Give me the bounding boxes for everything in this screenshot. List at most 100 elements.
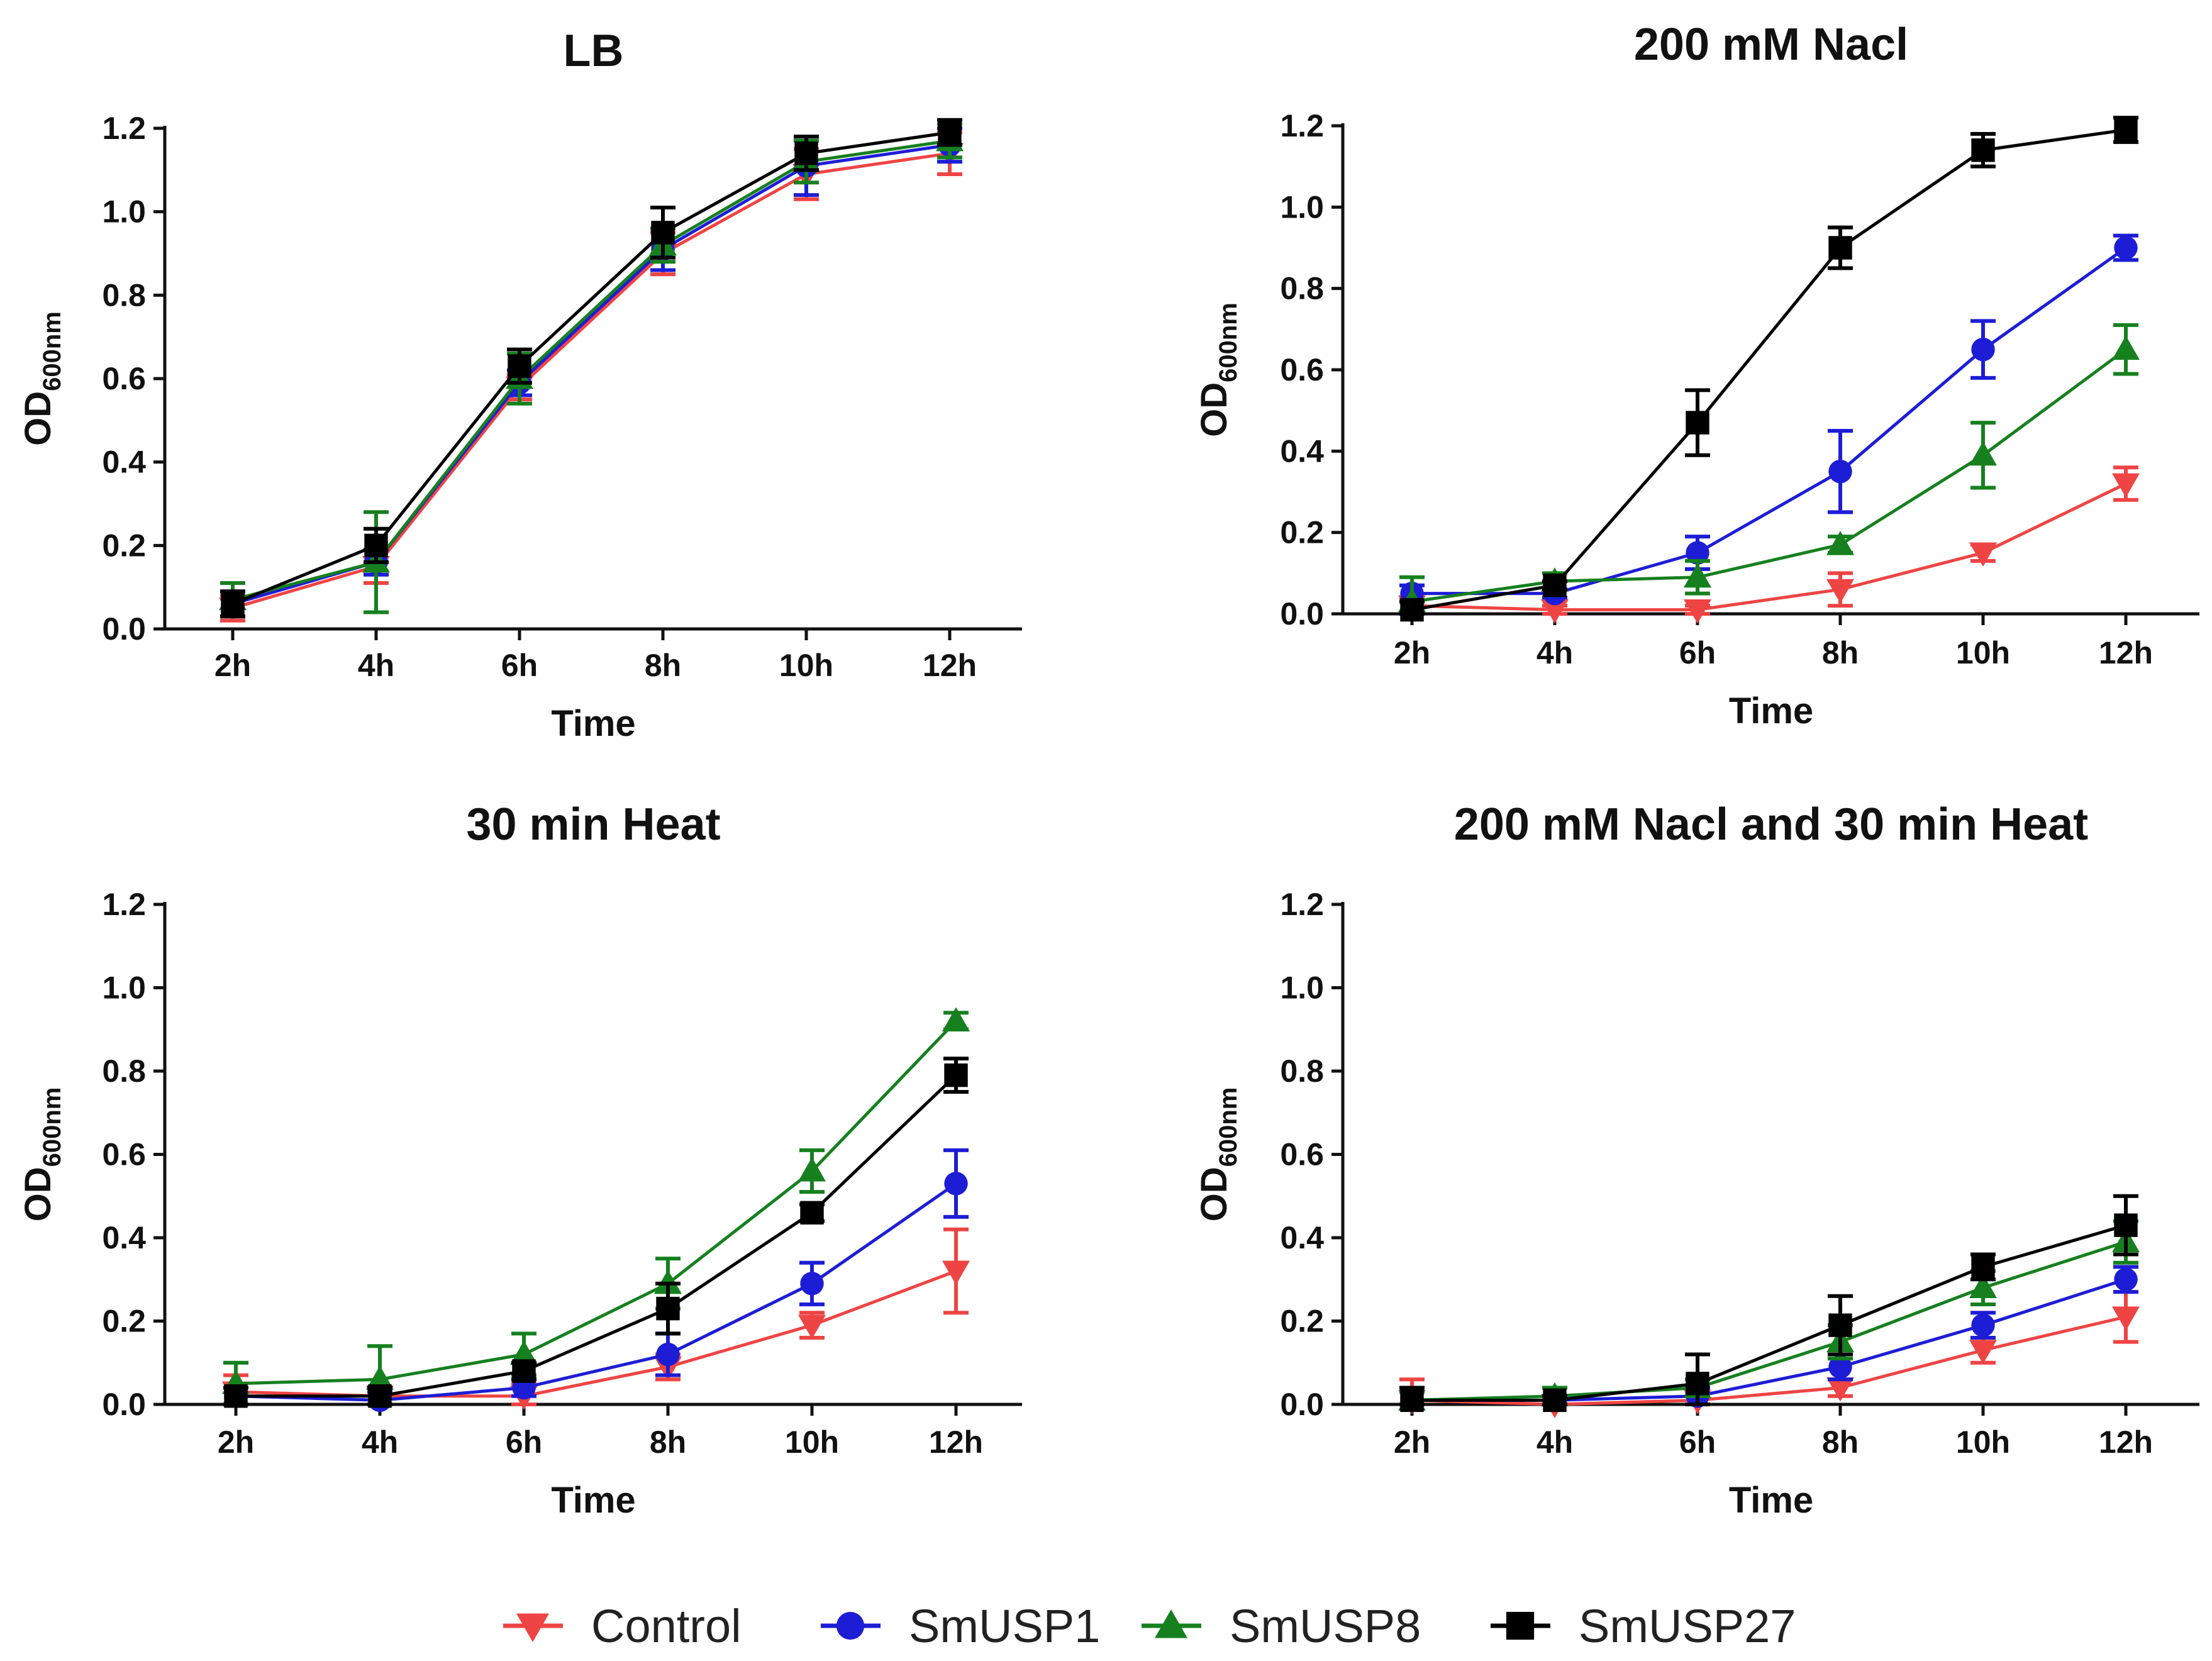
data-point bbox=[2114, 1213, 2138, 1237]
y-tick-label: 1.0 bbox=[1280, 970, 1324, 1006]
data-point bbox=[942, 1260, 970, 1285]
series-line-smusp27 bbox=[232, 131, 950, 606]
x-tick-label: 4h bbox=[362, 1425, 398, 1460]
y-tick-label: 0.6 bbox=[102, 1137, 146, 1172]
x-tick-label: 10h bbox=[1956, 1425, 2010, 1460]
data-point bbox=[2114, 1267, 2138, 1291]
series-line-smusp1 bbox=[1412, 246, 2127, 596]
y-tick-label: 1.2 bbox=[102, 887, 146, 922]
y-tick-label: 0.2 bbox=[102, 1304, 146, 1339]
y-tick-label: 1.0 bbox=[1280, 189, 1324, 225]
x-tick-label: 6h bbox=[506, 1425, 542, 1460]
series-smusp27 bbox=[223, 1057, 969, 1408]
data-point bbox=[1969, 1340, 1997, 1364]
data-point bbox=[1971, 337, 1995, 362]
y-tick-label: 1.0 bbox=[102, 970, 146, 1006]
data-point bbox=[1969, 542, 1997, 567]
series-smusp8 bbox=[219, 122, 964, 619]
data-point bbox=[1828, 459, 1852, 484]
legend-marker bbox=[1155, 1609, 1187, 1638]
data-point bbox=[800, 1201, 824, 1225]
y-axis-title: OD600nm bbox=[1194, 1087, 1242, 1222]
series-control bbox=[1398, 465, 2140, 624]
panel-lb: LB 0.0 0.2 0.4 0.6 0.8 1.0 1.2 2h 4h 6h 8h 10h 12h Tim… bbox=[18, 26, 1022, 744]
data-point bbox=[1686, 411, 1709, 435]
x-axis-title: Time bbox=[551, 703, 635, 744]
data-point bbox=[1969, 441, 1997, 466]
series-smusp8 bbox=[222, 1007, 970, 1406]
data-point bbox=[656, 1296, 680, 1321]
x-tick-label: 6h bbox=[1679, 635, 1716, 670]
x-tick-label: 10h bbox=[785, 1425, 839, 1460]
data-point bbox=[798, 1314, 826, 1340]
y-axis-title: OD600nm bbox=[1194, 303, 1242, 437]
x-tick-label: 4h bbox=[1537, 635, 1573, 670]
series-smusp27 bbox=[1399, 116, 2138, 622]
legend-marker bbox=[1506, 1611, 1535, 1640]
series-line-control bbox=[1411, 1315, 2126, 1406]
data-point bbox=[1400, 597, 1424, 622]
data-point bbox=[1971, 1313, 1995, 1337]
legend-item-smusp8: SmUSP8 bbox=[1142, 1600, 1421, 1652]
y-tick-label: 1.2 bbox=[1280, 108, 1324, 143]
data-point bbox=[1684, 599, 1711, 624]
series-smusp8 bbox=[1398, 323, 2140, 616]
y-tick-label: 0.2 bbox=[1280, 515, 1324, 550]
y-tick-label: 0.4 bbox=[1280, 1220, 1324, 1255]
x-tick-label: 2h bbox=[1394, 1425, 1430, 1460]
x-tick-label: 2h bbox=[214, 648, 251, 683]
y-tick-label: 0.4 bbox=[102, 1220, 146, 1255]
series-line-control bbox=[235, 1269, 957, 1398]
series-line-smusp1 bbox=[1412, 1277, 2126, 1402]
series-control bbox=[219, 130, 964, 623]
x-tick-label: 8h bbox=[650, 1425, 686, 1460]
series-smusp27 bbox=[1399, 1194, 2138, 1413]
legend: Control SmUSP1 SmUSP8 SmUSP27 bbox=[503, 1600, 1796, 1652]
x-tick-label: 6h bbox=[501, 648, 538, 683]
data-point bbox=[1686, 541, 1709, 565]
series-line-smusp8 bbox=[235, 1019, 957, 1386]
data-point bbox=[1828, 236, 1852, 260]
y-tick-label: 0.6 bbox=[1280, 1137, 1324, 1172]
x-tick-label: 2h bbox=[1394, 635, 1430, 670]
data-point bbox=[1684, 563, 1711, 588]
data-point bbox=[1400, 1388, 1424, 1413]
data-point bbox=[938, 120, 962, 145]
y-axis-title: OD600nm bbox=[18, 1087, 66, 1222]
data-point bbox=[798, 1157, 826, 1182]
data-point bbox=[2112, 335, 2140, 360]
y-tick-label: 0.4 bbox=[102, 445, 146, 480]
y-tick-label: 0.4 bbox=[1280, 433, 1324, 469]
legend-marker bbox=[836, 1611, 865, 1640]
data-point bbox=[1826, 1377, 1854, 1402]
x-tick-label: 8h bbox=[645, 648, 681, 683]
series-smusp1 bbox=[223, 1148, 969, 1413]
data-point bbox=[1969, 1274, 1997, 1298]
y-tick-label: 0.8 bbox=[102, 1053, 146, 1089]
data-point bbox=[512, 1359, 536, 1383]
data-point bbox=[1826, 531, 1854, 555]
x-tick-label: 12h bbox=[929, 1425, 983, 1460]
y-tick-label: 1.2 bbox=[102, 111, 146, 146]
data-point bbox=[1828, 1355, 1852, 1379]
series-line-control bbox=[1411, 482, 2127, 612]
x-tick-label: 10h bbox=[1956, 635, 2010, 670]
y-tick-label: 0.0 bbox=[1280, 1387, 1324, 1422]
y-tick-label: 0.8 bbox=[1280, 1053, 1324, 1089]
data-point bbox=[1543, 1388, 1567, 1413]
x-axis-title: Time bbox=[1729, 1480, 1813, 1521]
x-axis-title: Time bbox=[1729, 691, 1813, 731]
x-tick-label: 12h bbox=[2099, 635, 2153, 670]
legend-item-smusp1: SmUSP1 bbox=[821, 1600, 1100, 1652]
data-point bbox=[944, 1172, 968, 1196]
x-tick-label: 2h bbox=[218, 1425, 254, 1460]
panel-nacl: 200 mM Nacl 0.0 0.2 0.4 0.6 0.8 1.0 1.2 2h 4h 6h 8h… bbox=[1194, 19, 2199, 731]
data-point bbox=[508, 354, 531, 378]
data-point bbox=[1971, 138, 1995, 162]
y-tick-label: 0.6 bbox=[102, 361, 146, 396]
data-point bbox=[944, 1063, 968, 1087]
x-axis-title: Time bbox=[551, 1480, 635, 1521]
y-tick-label: 0.8 bbox=[102, 277, 146, 313]
y-tick-label: 1.0 bbox=[102, 194, 146, 230]
data-point bbox=[221, 592, 245, 616]
